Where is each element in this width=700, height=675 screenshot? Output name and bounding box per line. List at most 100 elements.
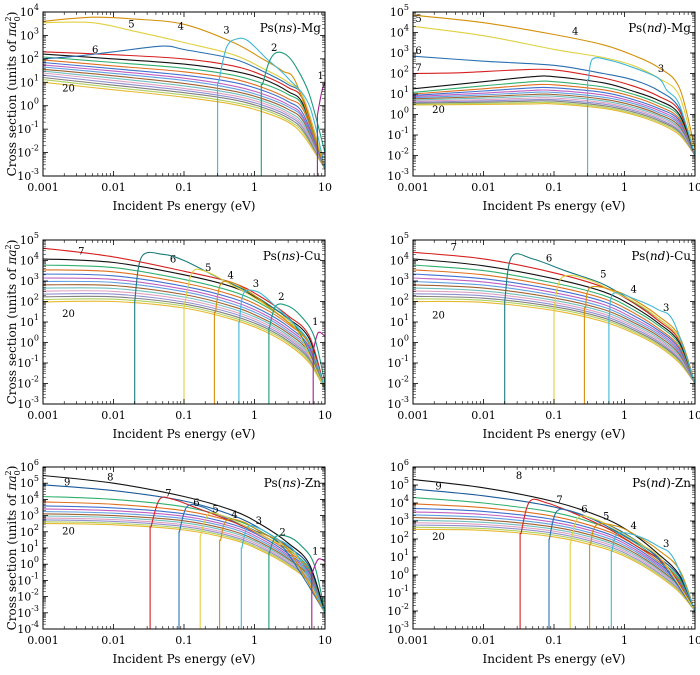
y-tick-label: 10-3: [17, 395, 39, 411]
y-tick-label: 102: [20, 293, 39, 309]
series-line-n14: [43, 510, 325, 614]
y-tick-label: 100: [390, 334, 409, 350]
y-tick-label: 10-1: [17, 120, 39, 136]
x-tick-label: 1: [251, 181, 258, 194]
curve-label-n5: 5: [205, 263, 211, 274]
series-line-n19: [43, 521, 325, 614]
y-tick-label: 100: [390, 106, 409, 122]
series-line-n17: [413, 522, 695, 612]
curve-label-n20: 20: [432, 310, 445, 321]
y-tick-label: 10-2: [387, 147, 409, 163]
curve-label-n7: 7: [415, 63, 421, 74]
series-line-n1: [311, 558, 325, 629]
curve-label-n3: 3: [223, 26, 229, 37]
series-line-n11: [413, 273, 695, 384]
series-line-n19: [413, 101, 695, 156]
series-group: [43, 474, 325, 629]
series-line-n5: [199, 512, 325, 629]
curve-label-n4: 4: [228, 271, 234, 282]
y-tick-label: 103: [20, 272, 39, 288]
series-line-n17: [43, 517, 325, 614]
y-tick-label: 105: [390, 3, 409, 19]
panel-nd-Cu: 0.001 0.01 0.1 1 10 10-3 10-2 10-1 100 101 102 103 1…: [387, 231, 700, 441]
x-tick-label: 0.01: [471, 181, 496, 194]
curve-label-n4: 4: [178, 21, 184, 32]
y-tick-label: 104: [20, 252, 39, 268]
y-axis-label: Cross section (units of πa20): [4, 12, 22, 177]
y-tick-label: 106: [20, 458, 39, 474]
curve-label-n1: 1: [312, 546, 318, 557]
curve-label-n5: 5: [600, 269, 606, 280]
series-line-n9: [43, 484, 325, 613]
series-line-n17: [43, 292, 325, 390]
series-line-n18: [413, 100, 695, 156]
x-tick-label: 10: [688, 181, 700, 194]
panel-title: Ps(nd)-Zn: [632, 476, 691, 490]
curve-label-n2: 2: [271, 43, 277, 54]
y-tick-label: 100: [20, 97, 39, 113]
y-tick-label: 10-1: [387, 126, 409, 142]
series-line-n3: [608, 292, 695, 404]
y-tick-label: 103: [390, 44, 409, 60]
series-line-n17: [413, 293, 695, 384]
series-line-n2: [268, 303, 325, 404]
curve-label-n3: 3: [253, 279, 259, 290]
x-tick-label: 1: [621, 409, 628, 422]
y-axis-label: Cross section (units of πa20): [4, 466, 22, 631]
x-tick-label: 0.001: [27, 409, 59, 422]
curve-label-n3: 3: [256, 516, 262, 527]
y-tick-label: 10-3: [387, 395, 409, 411]
series-line-n17: [43, 74, 325, 170]
y-tick-label: 104: [390, 494, 409, 510]
curve-label-n5: 5: [128, 19, 134, 30]
y-tick-label: 100: [20, 334, 39, 350]
series-line-n12: [413, 277, 695, 384]
panel-ns-Zn: 0.001 0.01 0.1 1 10 10-410-310-210-1100101102…: [4, 458, 332, 666]
x-tick-label: 0.001: [397, 634, 429, 647]
y-tick-label: 10-1: [387, 354, 409, 370]
series-line-n10: [413, 497, 695, 612]
x-axis-label: Incident Ps energy (eV): [483, 652, 626, 666]
x-tick-label: 0.1: [175, 409, 193, 422]
x-tick-label: 0.1: [545, 634, 563, 647]
panel-title: Ps(nd)-Cu: [631, 249, 691, 263]
x-axis-label: Incident Ps energy (eV): [113, 199, 256, 213]
panel-title: Ps(nd)-Mg: [628, 21, 691, 35]
y-tick-label: 104: [390, 252, 409, 268]
y-tick-label: 10-2: [17, 375, 39, 391]
series-line-n18: [413, 524, 695, 612]
curve-label-n8: 8: [107, 472, 113, 483]
series-line-n9: [413, 80, 695, 156]
series-line-n20: [43, 81, 325, 170]
series-line-n20: [43, 300, 325, 390]
y-tick-label: 101: [390, 313, 409, 329]
series-line-n8: [413, 479, 695, 612]
y-tick-label: 103: [20, 26, 39, 42]
y-tick-label: 105: [390, 476, 409, 492]
x-tick-label: 0.1: [175, 634, 193, 647]
y-tick-label: 100: [20, 555, 39, 571]
series-line-n9: [43, 56, 325, 170]
y-tick-label: 102: [390, 65, 409, 81]
y-tick-label: 10-1: [387, 584, 409, 600]
series-line-n16: [43, 290, 325, 390]
series-line-n17: [413, 98, 695, 156]
curve-label-n7: 7: [165, 489, 171, 500]
x-tick-label: 0.001: [397, 181, 429, 194]
series-group: [413, 479, 695, 629]
y-tick-label: 101: [390, 548, 409, 564]
series-line-n4: [413, 14, 695, 150]
curve-label-n5: 5: [212, 505, 218, 516]
series-line-n3: [240, 525, 325, 629]
series-line-n10: [43, 495, 325, 613]
series-line-n12: [43, 64, 325, 170]
panel-nd-Zn: 0.001 0.01 0.1 1 10 10-3 10-2 10-1 100 101 102 103 1…: [387, 458, 700, 666]
series-line-n4: [43, 16, 325, 170]
series-line-n18: [43, 295, 325, 390]
curve-label-n8: 8: [516, 471, 522, 482]
series-line-n19: [43, 298, 325, 390]
y-tick-label: 103: [390, 272, 409, 288]
series-line-n20: [413, 102, 695, 156]
x-tick-label: 1: [251, 634, 258, 647]
y-tick-label: 101: [20, 73, 39, 89]
